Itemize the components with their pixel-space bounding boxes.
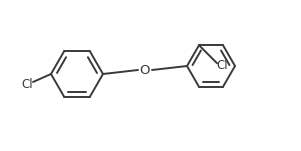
Text: Cl: Cl [216,59,228,72]
Text: Cl: Cl [21,77,33,90]
Text: O: O [140,64,150,77]
